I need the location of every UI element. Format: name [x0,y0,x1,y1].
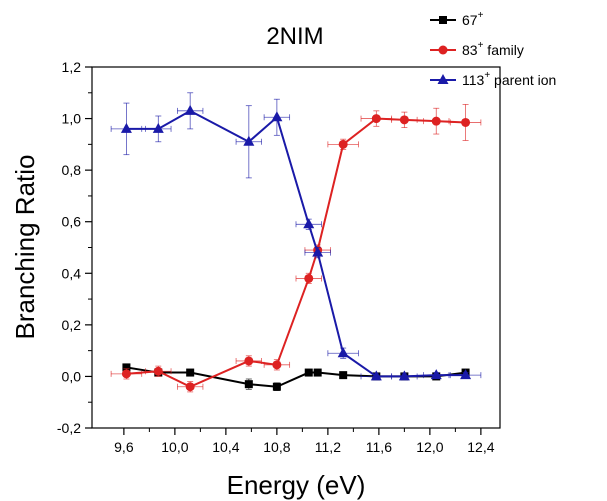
data-point [460,369,472,380]
data-point [304,273,314,283]
data-point [313,368,322,377]
x-tick-label: 11,2 [315,439,341,455]
data-point [461,117,471,127]
data-point [312,246,324,257]
data-point [244,356,254,366]
data-point [120,122,132,133]
series-layer [110,92,482,393]
legend-label: 83+ family [462,40,524,58]
y-tick-label: 1,0 [62,111,82,127]
legend-label: 67+ [462,10,484,28]
legend-label: 113+ parent ion [462,70,556,88]
chart-title: 2NIM [266,23,323,50]
legend: 67+ 83+ family 113+ parent ion [430,10,556,88]
y-tick-label: 0,0 [62,368,82,384]
x-tick-label: 10,8 [263,439,290,455]
data-point [153,366,163,376]
data-point [338,139,348,149]
x-tick-label: 12,4 [467,439,494,455]
data-point [244,380,253,389]
data-point [272,360,282,370]
data-point [186,368,195,377]
legend-item-113: 113+ parent ion [430,70,556,88]
series-83 [110,103,482,393]
data-point [272,382,281,391]
y-tick-label: -0,2 [57,420,81,436]
legend-item-83: 83+ family [430,40,524,58]
legend-marker [439,16,447,24]
x-tick-label: 11,6 [366,439,392,455]
series-line [126,109,466,378]
x-tick-label: 9,6 [114,439,134,455]
data-point [152,122,164,133]
legend-item-67: 67+ [430,10,484,28]
data-point [304,368,313,377]
data-point [303,218,315,229]
data-point [184,104,196,115]
data-point [243,135,255,146]
axis-ticks: 9,6 10,0 10,4 10,8 11,2 11,6 12,0 12,4 -0,2 0,0 0,… [57,59,495,455]
y-tick-label: 0,8 [62,162,82,178]
data-point [122,363,131,372]
legend-marker [438,45,448,55]
y-axis-title: Branching Ratio [10,155,40,340]
data-point [371,114,381,124]
data-point [271,111,283,122]
x-tick-label: 12,0 [416,439,443,455]
y-tick-label: 1,2 [62,59,82,75]
data-point [339,371,348,380]
data-point [337,347,349,358]
x-tick-label: 10,0 [161,439,188,455]
series-113 [110,92,482,381]
y-tick-label: 0,6 [62,214,82,230]
y-tick-label: 0,2 [62,317,82,333]
data-point [185,382,195,392]
x-axis-title: Energy (eV) [227,470,366,500]
x-tick-label: 10,4 [212,439,239,455]
series-line [126,117,466,388]
data-point [398,370,410,381]
y-tick-label: 0,4 [62,265,82,281]
legend-marker [437,74,449,84]
data-point [431,116,441,126]
data-point [121,369,131,379]
data-point [399,115,409,125]
data-point [370,370,382,381]
data-point [430,369,442,380]
